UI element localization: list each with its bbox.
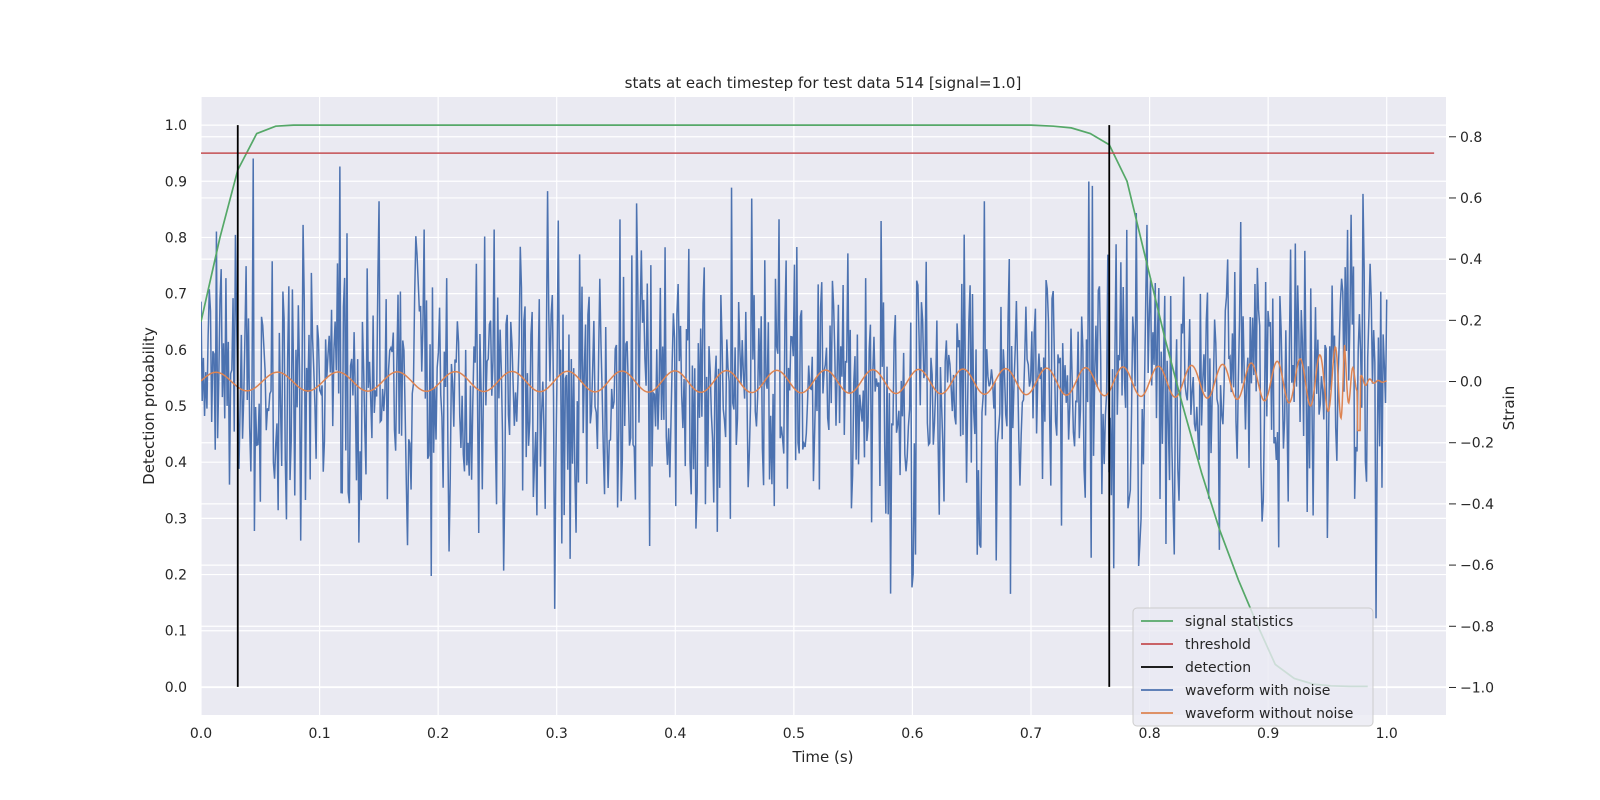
y-tick-label: 0.5 (165, 399, 187, 415)
y-tick-label: 0.1 (165, 624, 187, 640)
y-right-tick-label: −0.2 (1460, 436, 1494, 452)
y-tick-label: 0.6 (165, 343, 187, 359)
y-right-tick-label: 0.4 (1460, 252, 1482, 268)
y-tick-label: 0.7 (165, 287, 187, 303)
x-tick-label: 0.5 (783, 726, 805, 742)
x-tick-label: 0.9 (1257, 726, 1279, 742)
x-tick-label: 0.6 (901, 726, 923, 742)
x-tick-label: 0.3 (546, 726, 568, 742)
y-right-tick-label: −0.8 (1460, 619, 1494, 635)
y-right-tick-label: 0.8 (1460, 130, 1482, 146)
series-line-waveform-without-noise (201, 344, 1387, 432)
y-tick-label: 1.0 (165, 118, 187, 134)
x-tick-label: 0.4 (664, 726, 686, 742)
series-line-waveform-with-noise (201, 158, 1388, 619)
legend-label: threshold (1185, 637, 1251, 653)
y-tick-label: 0.3 (165, 511, 187, 527)
y-tick-label: 0.9 (165, 174, 187, 190)
x-tick-label: 0.0 (190, 726, 212, 742)
legend: signal statistics threshold detection wavef… (1132, 607, 1374, 727)
x-tick-label: 0.7 (1020, 726, 1042, 742)
x-tick-label: 0.2 (427, 726, 449, 742)
y-tick-label: 0.4 (165, 455, 187, 471)
legend-label: waveform with noise (1185, 683, 1330, 699)
y-axis-title: Detection probability (140, 327, 158, 485)
y-tick-label: 0.8 (165, 230, 187, 246)
x-axis: 0.0 0.1 0.2 0.3 0.4 0.5 0.6 0.7 0.8 0.9 1.0 (190, 726, 1398, 742)
y-tick-label: 0.0 (165, 680, 187, 696)
chart-title: stats at each timestep for test data 514… (625, 74, 1022, 92)
x-tick-label: 0.8 (1138, 726, 1160, 742)
y-axis-left: 0.0 0.1 0.2 0.3 0.4 0.5 0.6 0.7 0.8 0.9 1.0 (165, 118, 187, 696)
y-axis-right-title: Strain (1500, 386, 1518, 430)
legend-label: detection (1185, 660, 1251, 676)
y-right-tick-label: 0.0 (1460, 375, 1482, 391)
x-axis-title: Time (s) (792, 748, 854, 766)
y-right-tick-label: 0.6 (1460, 191, 1482, 207)
y-right-tick-label: −0.6 (1460, 558, 1494, 574)
x-tick-label: 1.0 (1376, 726, 1398, 742)
y-axis-right: −1.0 −0.8 −0.6 −0.4 −0.2 0.0 0.2 0.4 0.6 0.8 (1449, 130, 1494, 696)
x-tick-label: 0.1 (308, 726, 330, 742)
y-tick-label: 0.2 (165, 568, 187, 584)
y-right-tick-label: −1.0 (1460, 680, 1494, 696)
y-right-tick-label: 0.2 (1460, 313, 1482, 329)
y-right-tick-label: −0.4 (1460, 497, 1494, 513)
legend-label: waveform without noise (1185, 706, 1353, 722)
legend-label: signal statistics (1185, 614, 1293, 630)
legend-box (1132, 607, 1374, 727)
